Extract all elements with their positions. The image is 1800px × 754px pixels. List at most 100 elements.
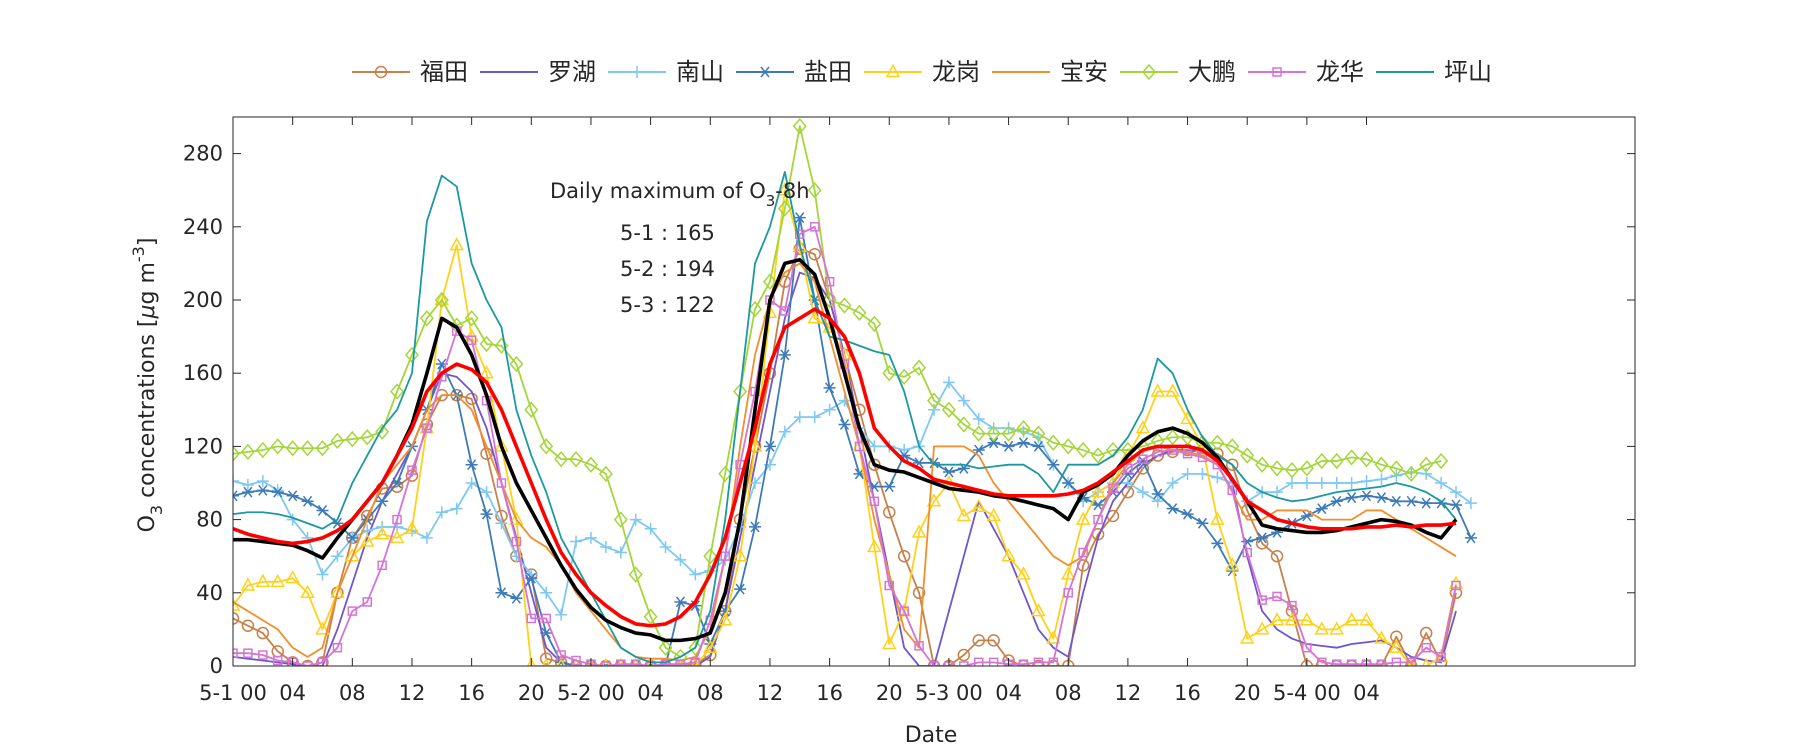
series-point xyxy=(703,639,718,653)
series-point xyxy=(1226,458,1239,471)
series-point xyxy=(1016,566,1031,580)
series-point xyxy=(956,507,972,522)
x-tick-label: 5-1 00 xyxy=(199,681,267,705)
series-point xyxy=(987,634,1000,647)
series-point xyxy=(302,661,313,666)
series-point xyxy=(422,423,432,433)
series-point xyxy=(598,465,613,483)
legend-item-2: 南山 xyxy=(608,58,724,86)
series-point xyxy=(315,621,330,635)
series-point xyxy=(480,486,493,499)
series-point xyxy=(233,490,239,502)
series-point xyxy=(1092,499,1105,511)
legend-label: 福田 xyxy=(420,58,468,86)
x-tick-label: 04 xyxy=(637,681,664,705)
series-point xyxy=(674,596,687,608)
x-tick-label: 20 xyxy=(876,681,903,705)
series-point xyxy=(480,508,493,520)
series-point xyxy=(240,577,256,591)
series-point xyxy=(748,300,763,318)
series-point xyxy=(1075,511,1091,525)
series-point xyxy=(555,608,568,621)
series-point xyxy=(1196,467,1209,480)
legend-label: 大鹏 xyxy=(1188,58,1236,86)
y-tick-label: 160 xyxy=(183,361,223,385)
series-point xyxy=(1271,486,1284,499)
series-point xyxy=(316,504,329,516)
series-point xyxy=(1374,456,1389,473)
series-point xyxy=(1017,437,1030,449)
series-point xyxy=(1150,383,1165,397)
series-point xyxy=(1359,451,1374,468)
series-point xyxy=(822,291,837,309)
series-point xyxy=(1284,612,1300,626)
series-point xyxy=(1299,460,1314,477)
series-point xyxy=(362,597,372,607)
series-point xyxy=(509,355,524,373)
series-point xyxy=(524,401,539,418)
series-point xyxy=(807,310,822,324)
series-point xyxy=(347,606,358,616)
annotation-line-1: 5-1 : 165 xyxy=(620,221,715,245)
series-point xyxy=(511,536,522,547)
series-point xyxy=(1314,621,1330,635)
series-point xyxy=(1389,460,1404,477)
series-point xyxy=(959,661,969,666)
series-point xyxy=(971,498,987,513)
series-point xyxy=(316,568,329,581)
series-point xyxy=(929,661,939,666)
series-point xyxy=(897,549,911,563)
series-point xyxy=(882,365,897,382)
series-point xyxy=(837,297,852,314)
y-tick-label: 200 xyxy=(183,288,223,312)
series-point xyxy=(241,486,254,498)
series-point xyxy=(570,535,583,548)
x-tick-label: 12 xyxy=(1115,681,1142,705)
series-point xyxy=(1225,557,1240,571)
series-point xyxy=(881,635,897,650)
annotation-line-2: 5-2 : 194 xyxy=(620,257,715,281)
series-point xyxy=(734,583,747,595)
series-point xyxy=(360,429,375,446)
series-line xyxy=(233,307,1457,628)
series-point xyxy=(1287,600,1297,611)
series-point xyxy=(285,440,300,457)
series-point xyxy=(1451,580,1461,591)
series-point xyxy=(1239,630,1255,644)
series-point xyxy=(1436,652,1446,662)
series-point xyxy=(434,291,449,309)
legend-marker xyxy=(374,65,388,79)
series-point xyxy=(867,315,882,332)
series-point xyxy=(613,511,628,528)
series-point xyxy=(1406,657,1416,666)
series-point xyxy=(1315,659,1329,666)
legend-marker xyxy=(759,66,771,78)
series-point xyxy=(233,648,238,658)
series-point xyxy=(286,490,299,502)
series-point xyxy=(1211,537,1224,549)
series-point xyxy=(793,411,806,424)
series-point xyxy=(1242,547,1252,558)
series-point xyxy=(1256,532,1269,544)
series-point xyxy=(1360,475,1373,488)
series-point xyxy=(1450,486,1463,499)
series-point xyxy=(942,376,955,389)
series-point xyxy=(256,626,270,640)
series-point xyxy=(1420,467,1433,480)
series-point xyxy=(1166,477,1179,489)
series-point xyxy=(1270,549,1284,563)
series-point xyxy=(256,475,269,488)
series-point xyxy=(1210,434,1225,451)
legend-item-0: 福田 xyxy=(352,58,468,86)
series-point xyxy=(494,337,509,354)
series-point xyxy=(464,310,479,327)
legend-item-6: 大鹏 xyxy=(1120,58,1236,86)
series-point xyxy=(495,517,508,530)
series-point xyxy=(1329,452,1344,470)
series-point xyxy=(1165,383,1180,397)
series-point xyxy=(1225,438,1240,455)
series-point xyxy=(912,586,926,600)
series-point xyxy=(241,478,254,491)
